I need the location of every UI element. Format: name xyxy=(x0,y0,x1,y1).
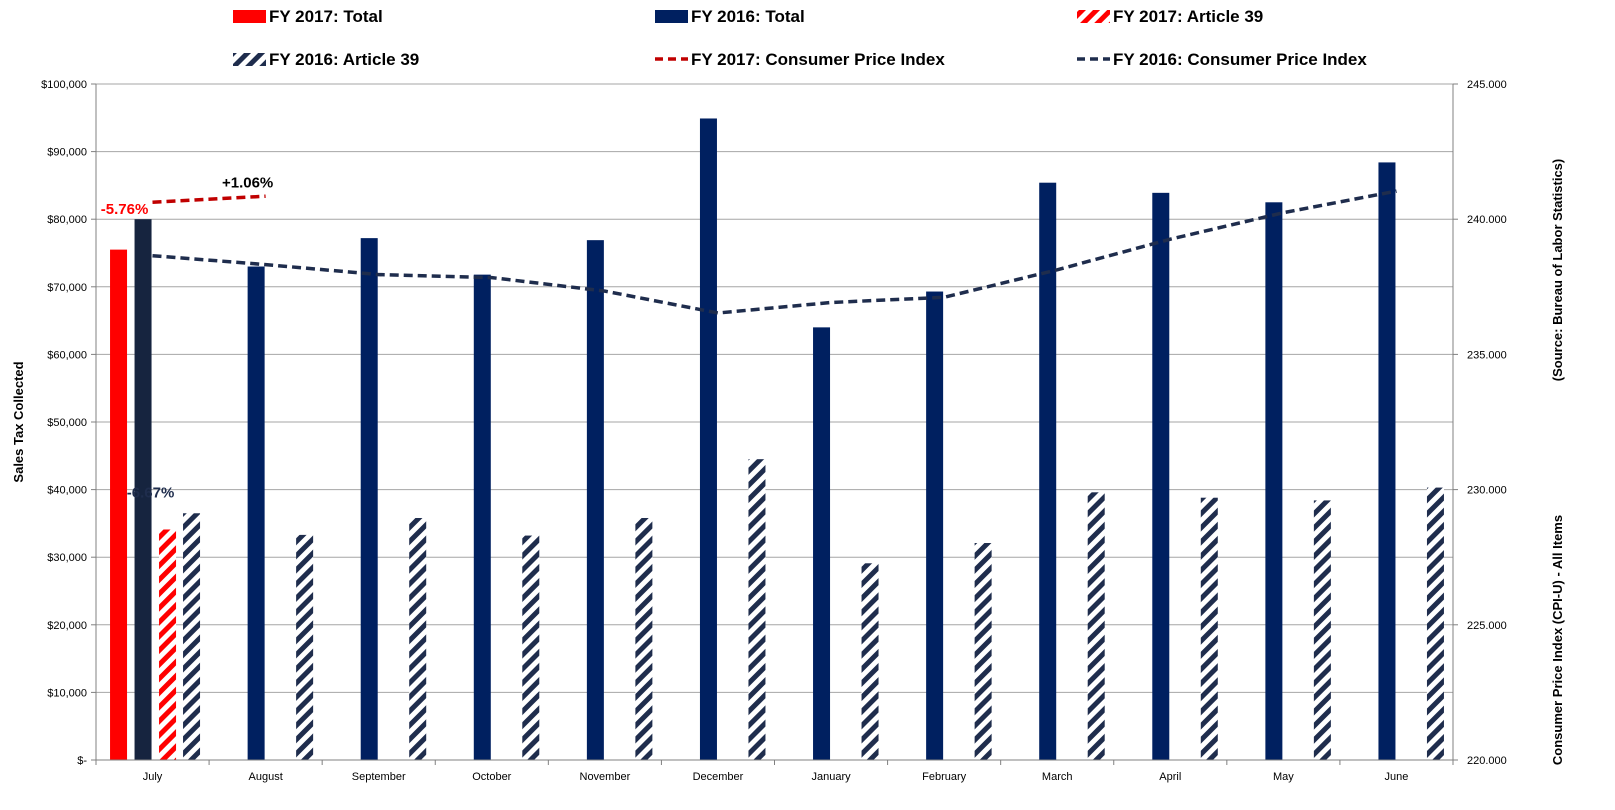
legend-label-fy-2017-article-39: FY 2017: Article 39 xyxy=(1113,7,1263,26)
y2-axis-title: Consumer Price Index (CPI-U) - All Items xyxy=(1550,515,1565,765)
bar-fy-2016-total-may xyxy=(1265,202,1283,761)
bar-fy-2016-total-september xyxy=(360,238,378,761)
y-tick-label: $70,000 xyxy=(47,282,87,294)
x-tick-label-september: September xyxy=(352,771,406,783)
y-tick-label: $100,000 xyxy=(41,79,87,91)
y-axis-title: Sales Tax Collected xyxy=(11,361,26,482)
bar-fy-2016-total-march xyxy=(1039,182,1057,761)
bar-fy-2016-article-39-january xyxy=(861,563,879,760)
x-tick-label-may: May xyxy=(1273,771,1294,783)
bar-fy-2016-article-39-february xyxy=(974,543,992,760)
bar-fy-2016-total-july xyxy=(134,219,152,760)
y2-tick-label: 240.000 xyxy=(1467,214,1507,226)
x-tick-label-march: March xyxy=(1042,771,1073,783)
bar-fy-2016-article-39-november xyxy=(635,517,653,760)
bar-fy-2016-total-august xyxy=(247,266,265,760)
bar-fy-2016-article-39-march xyxy=(1087,492,1105,760)
y2-tick-label: 245.000 xyxy=(1467,79,1507,91)
annotation-1: -5.76% xyxy=(101,201,149,218)
legend-label-fy-2017-total: FY 2017: Total xyxy=(269,7,383,26)
y2-tick-label: 230.000 xyxy=(1467,485,1507,497)
y2-tick-label: 235.000 xyxy=(1467,349,1507,361)
legend-label-fy-2016-article-39: FY 2016: Article 39 xyxy=(269,50,419,69)
bar-fy-2016-article-39-june xyxy=(1426,487,1444,760)
bar-fy-2016-total-january xyxy=(813,327,831,760)
gridlines xyxy=(96,83,1453,693)
x-tick-label-october: October xyxy=(472,771,511,783)
x-tick-label-february: February xyxy=(922,771,967,783)
bar-fy-2016-total-november xyxy=(586,240,604,760)
bar-fy-2016-total-april xyxy=(1152,192,1170,760)
legend: FY 2017: Total FY 2016: Total FY 2017: Art… xyxy=(233,7,1367,69)
y-tick-label: $20,000 xyxy=(47,620,87,632)
y2-tick-label: 220.000 xyxy=(1467,755,1507,767)
x-tick-label-december: December xyxy=(693,771,744,783)
bars xyxy=(110,118,1444,761)
legend-swatch-fy-2016-total xyxy=(655,10,688,23)
cpi-lines xyxy=(152,189,1397,315)
y-tick-label: $80,000 xyxy=(47,214,87,226)
bar-fy-2016-article-39-december xyxy=(748,459,766,760)
y-tick-label: $90,000 xyxy=(47,147,87,159)
bar-fy-2016-total-december xyxy=(699,118,717,760)
bar-fy-2016-article-39-may xyxy=(1313,500,1331,760)
legend-swatch-fy-2016-article-39 xyxy=(233,53,266,66)
bar-fy-2016-article-39-august xyxy=(296,534,314,760)
y-tick-label: $30,000 xyxy=(47,552,87,564)
line-fy-2017-consumer-price-index xyxy=(152,194,266,204)
y-tick-label: $60,000 xyxy=(47,349,87,361)
axes: $- $10,000 $20,000 $30,000 $40,000 $50,000 $60… xyxy=(41,79,1507,783)
legend-label-fy-2016-consumer-price-index: FY 2016: Consumer Price Index xyxy=(1113,50,1367,69)
y-tick-label: $10,000 xyxy=(47,687,87,699)
bar-fy-2016-total-june xyxy=(1378,162,1396,760)
bar-fy-2017-total-july xyxy=(110,249,128,760)
bar-fy-2016-article-39-april xyxy=(1200,497,1218,760)
x-tick-label-april: April xyxy=(1159,771,1181,783)
x-tick-label-november: November xyxy=(580,771,631,783)
legend-label-fy-2017-consumer-price-index: FY 2017: Consumer Price Index xyxy=(691,50,945,69)
legend-swatch-fy-2017-article-39 xyxy=(1077,10,1110,23)
x-tick-label-july: July xyxy=(143,771,163,783)
bar-fy-2016-total-february xyxy=(926,291,944,760)
legend-swatch-fy-2017-total xyxy=(233,10,266,23)
bar-fy-2016-article-39-october xyxy=(522,535,540,760)
y-tick-label: $- xyxy=(77,755,87,767)
x-tick-label-january: January xyxy=(811,771,851,783)
y2-axis-title-source: (Source: Bureau of Labor Statistics) xyxy=(1550,159,1565,381)
annotations: -5.76% +1.06% -6.67% xyxy=(101,174,273,501)
line-fy-2016-consumer-price-index xyxy=(152,189,1397,315)
y-tick-label: $50,000 xyxy=(47,417,87,429)
annotation-2: +1.06% xyxy=(222,174,273,191)
bar-fy-2017-article-39-july xyxy=(159,529,177,760)
annotation-3: -6.67% xyxy=(127,485,175,502)
y-tick-label: $40,000 xyxy=(47,485,87,497)
y2-tick-label: 225.000 xyxy=(1467,620,1507,632)
x-tick-label-june: June xyxy=(1385,771,1409,783)
bar-fy-2016-total-october xyxy=(473,274,491,760)
bar-fy-2016-article-39-september xyxy=(409,517,427,760)
x-tick-label-august: August xyxy=(249,771,283,783)
bar-fy-2016-article-39-july xyxy=(183,513,201,760)
legend-label-fy-2016-total: FY 2016: Total xyxy=(691,7,805,26)
